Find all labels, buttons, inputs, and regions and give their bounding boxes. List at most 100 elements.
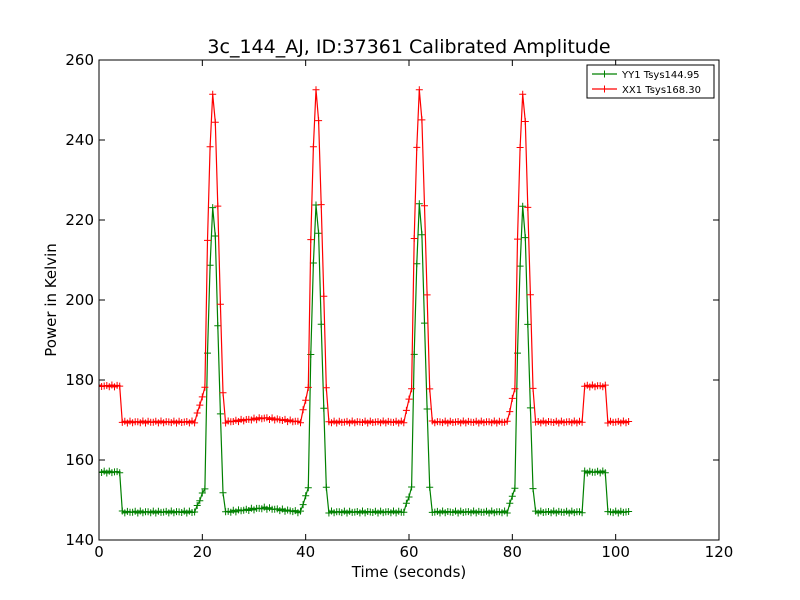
- data-point: [524, 203, 532, 211]
- data-point: [312, 86, 320, 94]
- data-point: [521, 118, 529, 125]
- data-point: [201, 485, 209, 493]
- data-point: [309, 259, 317, 267]
- data-point: [519, 90, 527, 98]
- data-point: [214, 322, 222, 330]
- data-point: [193, 502, 201, 509]
- y-tick-label: 180: [65, 371, 94, 389]
- data-point: [315, 229, 323, 237]
- data-point: [408, 385, 416, 393]
- data-point: [508, 394, 516, 402]
- chart-title: 3c_144_AJ, ID:37361 Calibrated Amplitude: [207, 36, 610, 58]
- y-tick-label: 140: [65, 531, 94, 549]
- data-point: [529, 485, 537, 493]
- data-point: [405, 493, 413, 501]
- series-group: [99, 86, 633, 517]
- data-point: [320, 404, 328, 412]
- data-point: [116, 382, 124, 390]
- data-point: [297, 507, 304, 515]
- data-point: [317, 201, 325, 209]
- data-point: [601, 381, 609, 389]
- y-tick-label: 220: [65, 211, 94, 229]
- data-point: [415, 86, 423, 94]
- data-point: [578, 509, 586, 517]
- x-axis-label: Time (seconds): [351, 563, 467, 581]
- data-point: [410, 235, 418, 242]
- data-point: [191, 419, 199, 427]
- data-point: [415, 200, 423, 208]
- axis-ticks: 0 20 40 60 80 100 120 140 160 180 200 220 240 260: [65, 51, 733, 561]
- data-point: [315, 117, 323, 125]
- data-point: [201, 383, 209, 391]
- legend-swatch-marker: [601, 70, 608, 78]
- data-point: [320, 292, 328, 300]
- data-point: [211, 118, 219, 126]
- data-point: [307, 236, 315, 244]
- data-point: [206, 143, 214, 151]
- data-point: [426, 483, 434, 491]
- data-point: [402, 499, 410, 507]
- data-point: [578, 418, 586, 426]
- data-point: [299, 501, 307, 509]
- data-point: [214, 202, 222, 210]
- x-tick-label: 0: [94, 543, 104, 561]
- x-tick-label: 80: [503, 543, 522, 561]
- plot-area: [99, 86, 633, 517]
- series-markers-0: [99, 200, 633, 517]
- data-point: [196, 497, 204, 505]
- data-point: [302, 396, 310, 404]
- data-point: [216, 410, 224, 418]
- data-point: [625, 418, 633, 425]
- data-point: [211, 232, 219, 240]
- data-point: [511, 484, 519, 492]
- series-markers-1: [99, 86, 633, 427]
- data-point: [196, 401, 204, 409]
- data-point: [209, 90, 217, 98]
- data-point: [625, 508, 633, 515]
- data-point: [322, 384, 330, 392]
- x-tick-label: 40: [296, 543, 315, 561]
- data-point: [508, 492, 516, 500]
- data-point: [297, 419, 304, 427]
- y-tick-label: 200: [65, 291, 94, 309]
- data-point: [503, 417, 511, 425]
- data-point: [526, 291, 534, 299]
- y-axis-label: Power in Kelvin: [42, 243, 60, 357]
- data-point: [191, 508, 199, 516]
- data-point: [204, 236, 211, 244]
- data-point: [206, 261, 214, 269]
- axes-frame: [98, 59, 720, 541]
- legend-label: YY1 Tsys144.95: [621, 70, 700, 81]
- data-point: [198, 393, 206, 401]
- y-tick-label: 160: [65, 451, 94, 469]
- data-point: [503, 509, 511, 517]
- data-point: [219, 489, 227, 497]
- data-point: [521, 234, 529, 242]
- data-point: [601, 469, 609, 477]
- data-point: [304, 484, 312, 492]
- data-point: [408, 483, 416, 491]
- x-tick-label: 60: [399, 543, 418, 561]
- data-point: [322, 483, 330, 491]
- data-point: [216, 300, 224, 308]
- data-point: [413, 143, 421, 151]
- data-point: [421, 319, 428, 327]
- data-point: [413, 260, 421, 268]
- data-point: [423, 405, 431, 413]
- data-point: [193, 409, 201, 417]
- x-tick-label: 20: [193, 543, 212, 561]
- data-point: [524, 320, 532, 328]
- data-point: [418, 231, 426, 239]
- data-point: [516, 144, 524, 151]
- data-point: [302, 492, 310, 500]
- y-tick-label: 260: [65, 51, 94, 69]
- data-point: [529, 384, 537, 392]
- data-point: [309, 143, 317, 151]
- x-tick-label: 120: [705, 543, 734, 561]
- data-point: [116, 469, 124, 477]
- data-point: [317, 320, 325, 328]
- data-point: [299, 406, 307, 414]
- legend-box: [586, 64, 715, 99]
